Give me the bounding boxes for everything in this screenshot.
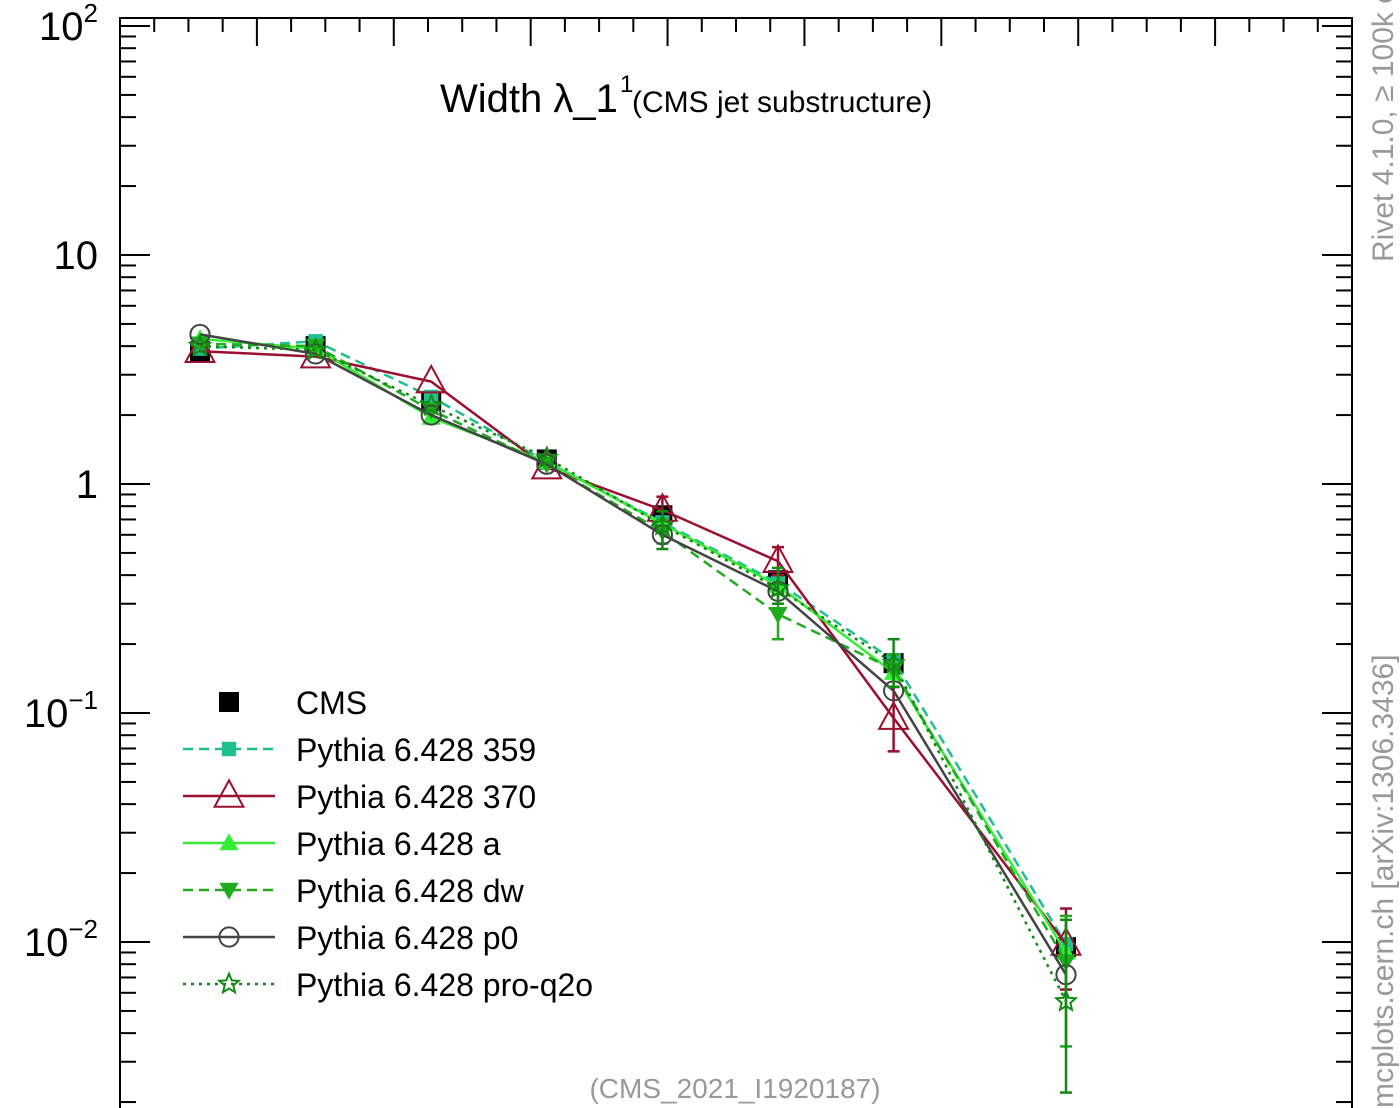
legend-item-cms: CMS — [219, 685, 367, 721]
data-point — [768, 607, 788, 624]
legend-label: Pythia 6.428 dw — [296, 873, 525, 909]
series-line — [199, 344, 1068, 1003]
data-point — [306, 338, 326, 356]
legend-marker — [221, 741, 237, 757]
legend-label: Pythia 6.428 p0 — [296, 920, 518, 956]
y-tick-label: 1 — [76, 463, 98, 507]
y-tick-label: 10−2 — [24, 914, 98, 965]
series-pythia-6-428-a — [190, 329, 1076, 960]
data-point — [189, 323, 211, 346]
data-point — [881, 650, 906, 674]
data-point — [534, 445, 559, 469]
analysis-label: (CMS_2021_I1920187) — [589, 1073, 880, 1104]
legend-marker — [218, 926, 240, 948]
data-point — [303, 337, 328, 361]
legend-item-pythia-6-428-a: Pythia 6.428 a — [183, 826, 501, 862]
data-point — [305, 343, 327, 365]
data-point — [765, 575, 791, 599]
data-point — [420, 404, 442, 426]
legend-marker — [219, 692, 239, 712]
legend-item-pythia-6-428-359: Pythia 6.428 359 — [183, 732, 536, 768]
legend-label: CMS — [296, 685, 367, 721]
data-point — [650, 512, 675, 536]
series-line — [199, 333, 1068, 976]
legend-marker — [219, 882, 239, 900]
chart-title-superscript: 1 — [620, 71, 633, 98]
series-pythia-6-428-pro-q2o — [187, 333, 1079, 1094]
y-tick-label: 10−1 — [24, 685, 98, 736]
legend-label: Pythia 6.428 a — [296, 826, 501, 862]
data-point — [419, 392, 444, 416]
chart-title-suffix: (CMS jet substructure) — [632, 86, 932, 119]
data-point — [536, 453, 558, 475]
legend-label: Pythia 6.428 359 — [296, 732, 536, 768]
legend-item-pythia-6-428-p0: Pythia 6.428 p0 — [183, 920, 518, 956]
series-layer — [183, 323, 1083, 1094]
legend-item-pythia-6-428-pro-q2o: Pythia 6.428 pro-q2o — [183, 967, 593, 1003]
data-point — [187, 333, 213, 357]
legend: CMS Pythia 6.428 359 Pythia 6.428 370 Pythi… — [183, 685, 593, 1003]
legend-label: Pythia 6.428 pro-q2o — [296, 967, 593, 1003]
data-point — [183, 333, 217, 364]
data-point — [1053, 988, 1079, 1012]
legend-marker — [219, 833, 239, 851]
y-tick-label: 10 — [54, 234, 99, 278]
mcplots-watermark: mcplots.cern.ch [arXiv:1306.3436] — [1367, 654, 1400, 1108]
y-tick-labels: 102 10 1 10−1 10−2 — [24, 0, 98, 965]
legend-marker — [216, 971, 242, 995]
y-tick-label: 102 — [39, 0, 98, 49]
series-line — [199, 342, 1068, 963]
legend-marker — [212, 778, 246, 808]
rivet-version-watermark: Rivet 4.1.0, ≥ 100k events — [1367, 0, 1400, 262]
data-point — [415, 363, 448, 394]
axis-ticks — [119, 18, 1353, 1104]
legend-label: Pythia 6.428 370 — [296, 779, 536, 815]
legend-item-pythia-6-428-dw: Pythia 6.428 dw — [183, 873, 525, 909]
legend-item-pythia-6-428-370: Pythia 6.428 370 — [183, 778, 536, 815]
chart-title: Width λ_1 — [440, 77, 618, 121]
data-point — [877, 700, 910, 730]
series-cms — [190, 336, 1076, 958]
